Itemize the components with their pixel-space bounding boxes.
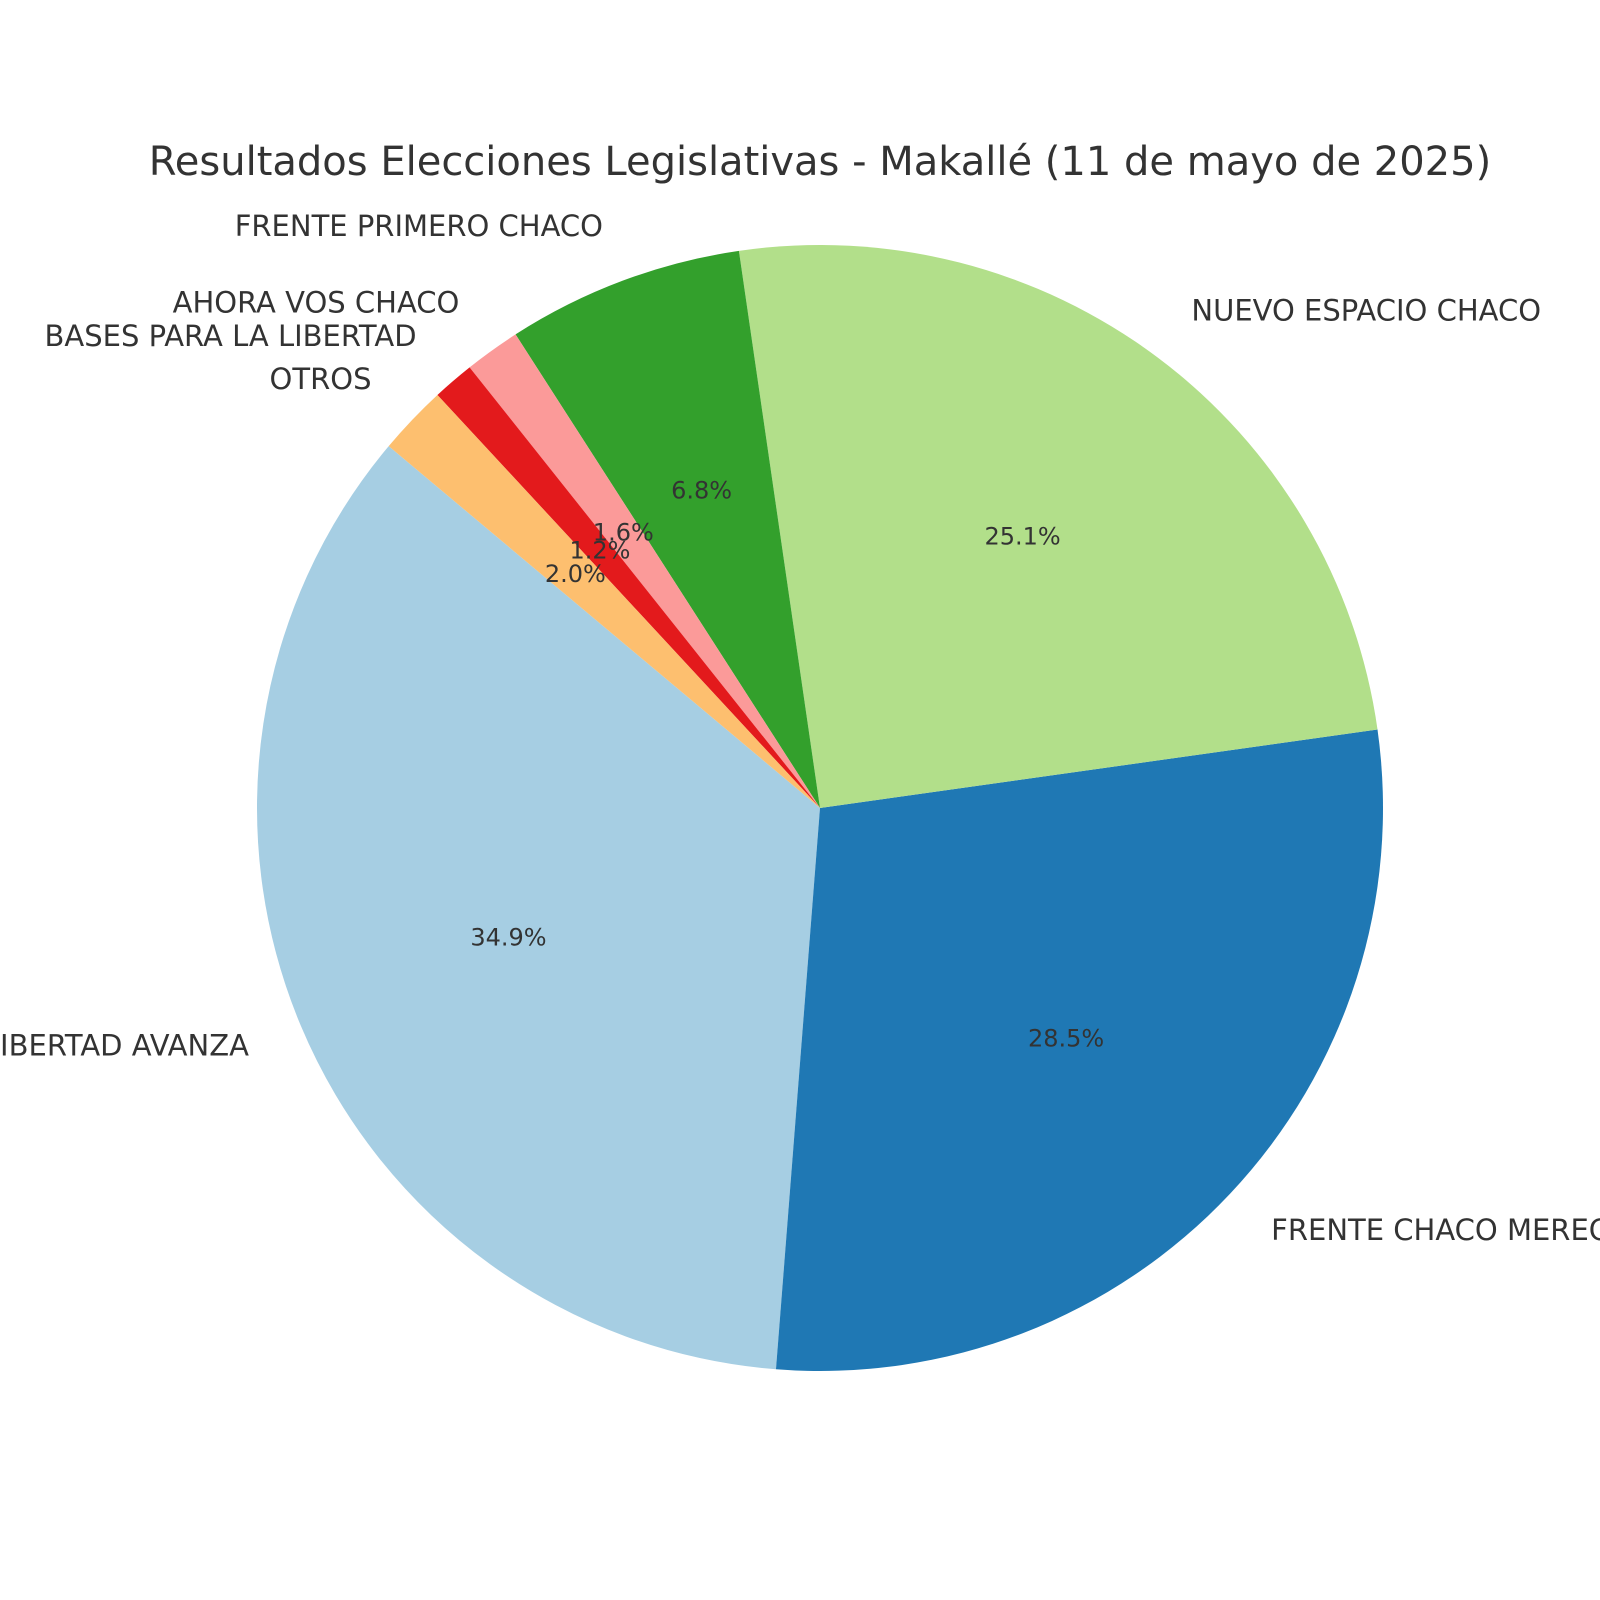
slice-label: NUEVO ESPACIO CHACO: [1191, 293, 1541, 327]
pie-slice: [437, 367, 820, 808]
percent-label: 6.8%: [671, 477, 732, 505]
pie-slice: [256, 446, 820, 1370]
percent-label: 1.6%: [593, 518, 654, 546]
slice-label: OTROS: [270, 362, 372, 396]
percent-label: 28.5%: [1028, 1024, 1104, 1052]
slice-label: AHORA VOS CHACO: [173, 286, 460, 320]
pie-slice: [515, 250, 820, 808]
slice-label: FRENTE PRIMERO CHACO: [235, 209, 603, 243]
chart-title: Resultados Elecciones Legislativas - Mak…: [149, 139, 1491, 185]
pie-slice: [775, 729, 1384, 1371]
percent-label: 25.1%: [984, 523, 1060, 551]
pie-slice: [469, 334, 820, 808]
percent-label: 2.0%: [545, 560, 606, 588]
pie-slice: [738, 245, 1378, 809]
slice-label: LA LIBERTAD AVANZA: [0, 1029, 249, 1063]
pie-slice: [388, 394, 820, 808]
pie-slices: [256, 245, 1384, 1371]
slice-label: FRENTE CHACO MERECE MÁS: [1271, 1213, 1600, 1247]
percent-label: 34.9%: [470, 924, 546, 952]
slice-label: BASES PARA LA LIBERTAD: [44, 319, 416, 353]
pie-labels: LA LIBERTAD AVANZA 34.9% FRENTE CHACO MERE…: [0, 209, 1600, 1247]
percent-label: 1.2%: [569, 537, 630, 565]
